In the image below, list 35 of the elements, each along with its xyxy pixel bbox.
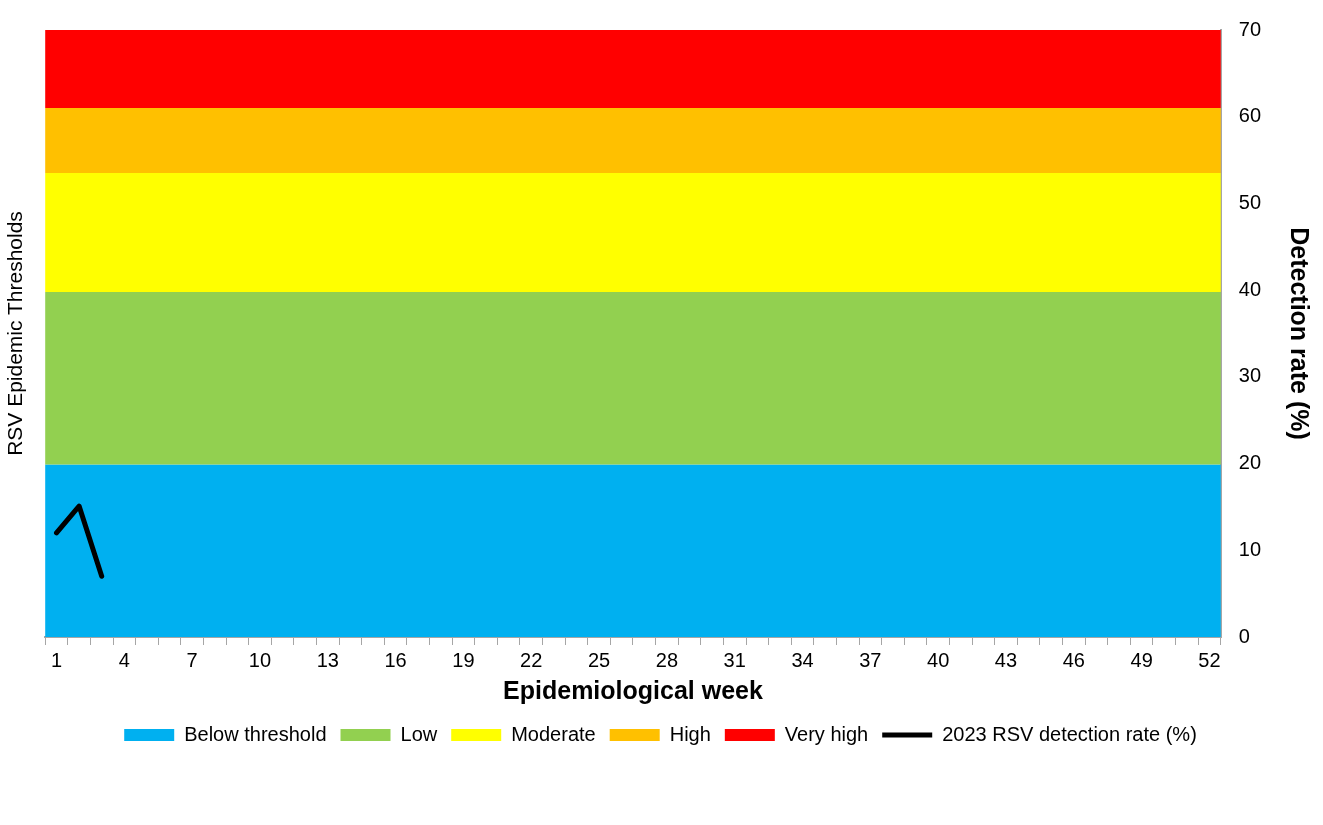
x-tick-label: 19 — [452, 648, 475, 671]
x-tick-label: 1 — [50, 648, 63, 671]
x-tick-label: 22 — [520, 648, 543, 671]
y2-tick-label: 60 — [1238, 104, 1261, 127]
y2-axis-title: Detection rate (%) — [1286, 227, 1315, 440]
x-tick-label: 49 — [1130, 648, 1153, 671]
legend-label: Very high — [784, 722, 869, 745]
x-tick-label: 13 — [316, 648, 339, 671]
y-axis-title: RSV Epidemic Thresholds — [3, 211, 27, 456]
legend-label: High — [669, 722, 711, 745]
y2-tick-label: 50 — [1238, 190, 1261, 213]
y2-tick-label: 30 — [1238, 364, 1261, 387]
x-tick-label: 31 — [723, 648, 746, 671]
legend-label: Moderate — [511, 722, 596, 745]
x-tick-label: 16 — [384, 648, 407, 671]
y2-tick-label: 20 — [1238, 451, 1261, 474]
x-tick-label: 10 — [248, 648, 272, 671]
x-tick-label: 40 — [927, 648, 950, 671]
y2-tick-label: 10 — [1238, 537, 1261, 560]
x-tick-label: 7 — [186, 648, 198, 671]
y2-tick-label: 0 — [1238, 624, 1250, 647]
x-tick-label: 37 — [859, 648, 882, 671]
y2-tick-label: 40 — [1238, 277, 1261, 300]
x-tick-label: 46 — [1062, 648, 1085, 671]
legend-label: 2023 RSV detection rate (%) — [942, 722, 1197, 745]
legend-label: Below threshold — [184, 722, 327, 745]
x-tick-label: 43 — [994, 648, 1018, 671]
x-tick-label: 34 — [791, 648, 814, 671]
x-tick-label: 52 — [1198, 648, 1221, 671]
x-tick-label: 4 — [118, 648, 130, 671]
legend-label: Low — [400, 722, 438, 745]
x-tick-label: 28 — [655, 648, 679, 671]
x-axis-title: Epidemiological week — [503, 675, 763, 704]
x-tick-label: 25 — [587, 648, 611, 671]
y2-tick-label: 70 — [1238, 17, 1261, 40]
